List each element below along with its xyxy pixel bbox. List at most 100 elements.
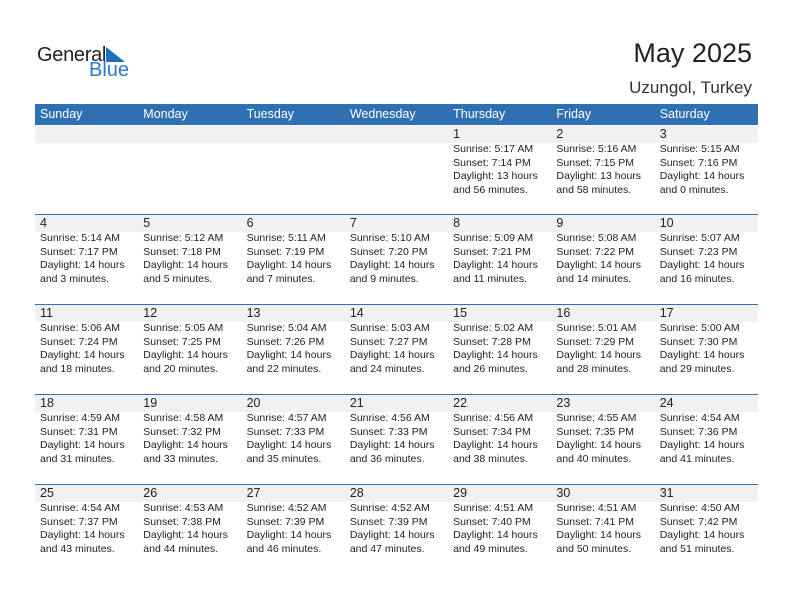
day-number: 13	[241, 305, 345, 322]
day-cell: 30 Sunrise: 4:51 AM Sunset: 7:41 PM Dayligh…	[551, 485, 655, 575]
empty-cell	[35, 126, 139, 216]
daylight: Daylight: 14 hours	[453, 259, 538, 272]
sunset: Sunset: 7:30 PM	[659, 335, 738, 348]
sunset: Sunset: 7:18 PM	[143, 245, 221, 258]
day-number: 8	[448, 215, 552, 232]
sunrise: Sunrise: 4:59 AM	[40, 412, 120, 424]
day-info: Sunrise: 5:08 AM Sunset: 7:22 PM Daylight:…	[551, 232, 654, 286]
day-cell: 8 Sunrise: 5:09 AM Sunset: 7:21 PM Daylight…	[448, 215, 552, 305]
day-cell: 4 Sunrise: 5:14 AM Sunset: 7:17 PM Daylight…	[35, 215, 139, 305]
day-cell: 21 Sunrise: 4:56 AM Sunset: 7:33 PM Dayligh…	[344, 395, 449, 485]
page-title: May 2025	[633, 38, 752, 68]
sunset: Sunset: 7:31 PM	[40, 425, 118, 438]
day-number: 25	[35, 485, 139, 502]
daylight-minutes: and 38 minutes.	[453, 452, 528, 465]
sunset: Sunset: 7:19 PM	[246, 245, 325, 258]
sunset: Sunset: 7:25 PM	[143, 335, 221, 348]
day-info: Sunrise: 4:51 AM Sunset: 7:41 PM Daylight:…	[551, 502, 654, 556]
sunset: Sunset: 7:15 PM	[556, 156, 635, 169]
week-row: 11 Sunrise: 5:06 AM Sunset: 7:24 PM Dayligh…	[35, 304, 758, 395]
day-cell: 9 Sunrise: 5:08 AM Sunset: 7:22 PM Daylight…	[551, 215, 655, 305]
logo-blue: Blue	[89, 59, 130, 81]
daylight-minutes: and 11 minutes.	[453, 272, 528, 285]
sunset: Sunset: 7:33 PM	[246, 425, 325, 438]
day-cell: 15 Sunrise: 5:02 AM Sunset: 7:28 PM Dayligh…	[448, 305, 552, 395]
sunset: Sunset: 7:24 PM	[40, 335, 118, 348]
day-info: Sunrise: 5:16 AM Sunset: 7:15 PM Daylight:…	[551, 143, 654, 197]
daylight-minutes: and 29 minutes.	[659, 362, 735, 375]
sunrise: Sunrise: 4:51 AM	[556, 502, 637, 514]
sunrise: Sunrise: 4:51 AM	[453, 502, 534, 514]
day-info: Sunrise: 5:15 AM Sunset: 7:16 PM Daylight:…	[655, 143, 758, 197]
daylight: Daylight: 14 hours	[40, 529, 125, 542]
daylight-minutes: and 0 minutes.	[659, 183, 729, 196]
daylight-minutes: and 44 minutes.	[143, 542, 218, 555]
day-info: Sunrise: 5:05 AM Sunset: 7:25 PM Daylight:…	[138, 322, 241, 376]
day-cell: 3 Sunrise: 5:15 AM Sunset: 7:16 PM Daylight…	[654, 126, 758, 216]
day-cell: 19 Sunrise: 4:58 AM Sunset: 7:32 PM Dayligh…	[138, 395, 242, 485]
daylight: Daylight: 14 hours	[246, 349, 332, 362]
day-info: Sunrise: 5:17 AM Sunset: 7:14 PM Daylight:…	[448, 143, 551, 197]
daylight: Daylight: 14 hours	[349, 529, 435, 542]
daylight-minutes: and 49 minutes.	[453, 542, 528, 555]
day-info: Sunrise: 4:53 AM Sunset: 7:38 PM Daylight:…	[138, 502, 241, 556]
day-info: Sunrise: 5:07 AM Sunset: 7:23 PM Daylight:…	[655, 232, 758, 286]
day-number: 4	[35, 215, 139, 232]
sunset: Sunset: 7:39 PM	[349, 515, 428, 528]
daylight-minutes: and 26 minutes.	[453, 362, 528, 375]
daylight: Daylight: 14 hours	[143, 259, 228, 272]
sunrise: Sunrise: 5:11 AM	[246, 232, 326, 244]
daylight-minutes: and 5 minutes.	[143, 272, 213, 285]
day-info: Sunrise: 5:09 AM Sunset: 7:21 PM Daylight:…	[448, 232, 551, 286]
sunset: Sunset: 7:35 PM	[556, 425, 635, 438]
day-cell: 1 Sunrise: 5:17 AM Sunset: 7:14 PM Daylight…	[448, 126, 552, 216]
day-number: 7	[344, 215, 449, 232]
daylight: Daylight: 14 hours	[40, 349, 125, 362]
day-number: 21	[344, 395, 449, 412]
day-number: 27	[241, 485, 345, 502]
day-cell: 24 Sunrise: 4:54 AM Sunset: 7:36 PM Dayligh…	[654, 395, 758, 485]
day-number: 24	[654, 395, 758, 412]
week-row: 18 Sunrise: 4:59 AM Sunset: 7:31 PM Dayligh…	[35, 394, 758, 485]
day-cell: 20 Sunrise: 4:57 AM Sunset: 7:33 PM Dayligh…	[241, 395, 345, 485]
sunrise: Sunrise: 4:54 AM	[659, 412, 740, 424]
sunset: Sunset: 7:21 PM	[453, 245, 531, 258]
day-number	[344, 126, 449, 143]
sunset: Sunset: 7:40 PM	[453, 515, 531, 528]
empty-cell	[344, 126, 449, 216]
logo-general: General	[37, 44, 107, 66]
daylight: Daylight: 14 hours	[556, 439, 642, 452]
daylight-minutes: and 36 minutes.	[349, 452, 425, 465]
day-cell: 6 Sunrise: 5:11 AM Sunset: 7:19 PM Daylight…	[241, 215, 345, 305]
sunrise: Sunrise: 5:00 AM	[659, 322, 740, 334]
day-cell: 25 Sunrise: 4:54 AM Sunset: 7:37 PM Dayligh…	[35, 485, 139, 575]
week-row: 25 Sunrise: 4:54 AM Sunset: 7:37 PM Dayligh…	[35, 484, 758, 575]
daylight-minutes: and 28 minutes.	[556, 362, 632, 375]
location: Uzungol, Turkey	[629, 78, 752, 97]
day-number: 26	[138, 485, 242, 502]
daylight: Daylight: 13 hours	[556, 170, 642, 183]
day-info: Sunrise: 4:51 AM Sunset: 7:40 PM Daylight:…	[448, 502, 551, 556]
day-cell: 22 Sunrise: 4:56 AM Sunset: 7:34 PM Dayligh…	[448, 395, 552, 485]
sunrise: Sunrise: 4:54 AM	[40, 502, 120, 514]
daylight-minutes: and 16 minutes.	[659, 272, 735, 285]
sunrise: Sunrise: 4:55 AM	[556, 412, 637, 424]
sunset: Sunset: 7:20 PM	[349, 245, 428, 258]
sunrise: Sunrise: 4:56 AM	[349, 412, 430, 424]
day-info: Sunrise: 5:02 AM Sunset: 7:28 PM Daylight:…	[448, 322, 551, 376]
daylight-minutes: and 14 minutes.	[556, 272, 632, 285]
sunset: Sunset: 7:41 PM	[556, 515, 635, 528]
daylight-minutes: and 18 minutes.	[40, 362, 115, 375]
day-info: Sunrise: 4:50 AM Sunset: 7:42 PM Daylight:…	[655, 502, 758, 556]
sunrise: Sunrise: 4:50 AM	[659, 502, 740, 514]
day-info: Sunrise: 4:58 AM Sunset: 7:32 PM Daylight:…	[138, 412, 241, 466]
daylight-minutes: and 43 minutes.	[40, 542, 115, 555]
sunrise: Sunrise: 4:52 AM	[349, 502, 430, 514]
daylight-minutes: and 40 minutes.	[556, 452, 632, 465]
day-cell: 17 Sunrise: 5:00 AM Sunset: 7:30 PM Dayligh…	[654, 305, 758, 395]
empty-cell	[138, 126, 242, 216]
day-cell: 7 Sunrise: 5:10 AM Sunset: 7:20 PM Daylight…	[344, 215, 449, 305]
sunrise: Sunrise: 4:56 AM	[453, 412, 534, 424]
sunset: Sunset: 7:37 PM	[40, 515, 118, 528]
daylight: Daylight: 14 hours	[246, 439, 332, 452]
